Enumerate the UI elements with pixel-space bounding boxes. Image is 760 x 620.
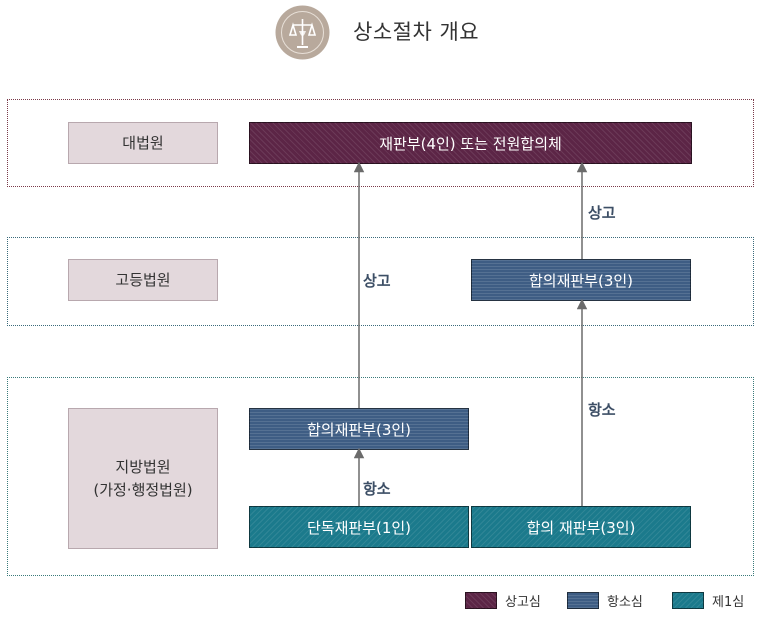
- legend-label-hangso: 항소심: [607, 595, 643, 610]
- legend-item-first: 제1심: [672, 591, 744, 610]
- hangso-label-right: 항소: [588, 401, 616, 419]
- legend-label-first: 제1심: [712, 595, 745, 610]
- page-title: 상소절차 개요: [353, 20, 480, 44]
- appeal-label-right: 상고: [588, 204, 616, 222]
- hangso-label-left: 항소: [363, 480, 391, 498]
- district-collegiate-first-panel-text: 합의 재판부(3인): [526, 518, 636, 537]
- supreme-court-label-text: 대법원: [122, 133, 164, 152]
- legend-item-hangso: 항소심: [567, 591, 643, 610]
- high-collegiate-panel-text: 합의재판부(3인): [528, 271, 634, 290]
- appeal-label-left: 상고: [363, 272, 391, 290]
- supreme-court-tier: [7, 99, 754, 187]
- district-court-label: 지방법원 (가정·행정법원): [68, 408, 218, 549]
- supreme-panel-text: 재판부(4인) 또는 전원합의체: [379, 134, 562, 153]
- district-court-label-line2: (가정·행정법원): [93, 480, 193, 499]
- legend-label-sango: 상고심: [505, 595, 541, 610]
- legend-swatch-first: [672, 592, 704, 609]
- district-collegiate-appeal-panel-box: 합의재판부(3인): [249, 408, 469, 450]
- district-court-label-line1: 지방법원: [115, 458, 171, 476]
- supreme-panel-box: 재판부(4인) 또는 전원합의체: [249, 122, 692, 164]
- supreme-court-label: 대법원: [68, 122, 218, 164]
- district-court-tier: [7, 377, 754, 576]
- high-court-label-text: 고등법원: [115, 270, 171, 289]
- district-collegiate-first-panel-box: 합의 재판부(3인): [471, 506, 691, 548]
- high-court-label: 고등법원: [68, 259, 218, 301]
- legend-swatch-hangso: [567, 592, 599, 609]
- single-judge-panel-box: 단독재판부(1인): [249, 506, 469, 548]
- high-collegiate-panel-box: 합의재판부(3인): [471, 259, 691, 301]
- single-judge-panel-text: 단독재판부(1인): [306, 518, 412, 537]
- district-collegiate-appeal-panel-text: 합의재판부(3인): [306, 420, 412, 439]
- court-logo-emblem: [275, 5, 330, 60]
- legend-swatch-sango: [465, 592, 497, 609]
- legend-item-sango: 상고심: [465, 591, 541, 610]
- high-court-tier: [7, 237, 754, 326]
